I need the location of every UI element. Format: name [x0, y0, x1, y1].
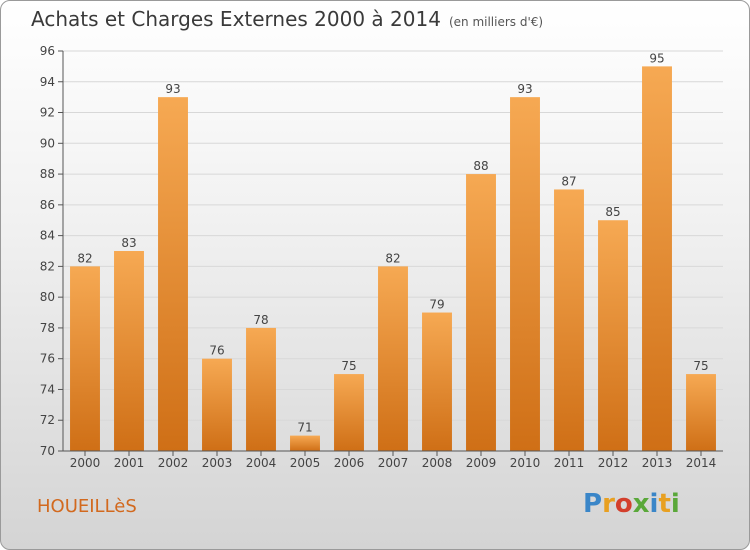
- bar-value-label: 75: [341, 359, 356, 373]
- x-tick-label: 2001: [114, 456, 145, 470]
- bar-value-label: 95: [649, 51, 664, 65]
- bar-value-label: 78: [253, 313, 268, 327]
- y-tick-label: 94: [40, 75, 55, 89]
- bar-value-label: 85: [605, 205, 620, 219]
- logo-letter: t: [658, 489, 671, 519]
- y-tick-label: 76: [40, 352, 55, 366]
- x-tick-label: 2012: [598, 456, 629, 470]
- x-tick-label: 2002: [158, 456, 189, 470]
- x-tick-label: 2008: [422, 456, 453, 470]
- y-tick-label: 86: [40, 198, 55, 212]
- bar: [334, 374, 364, 451]
- bar: [510, 97, 540, 452]
- bar: [114, 251, 144, 451]
- bar: [378, 266, 408, 451]
- y-tick-label: 92: [40, 106, 55, 120]
- y-tick-label: 96: [40, 44, 55, 58]
- bar-value-label: 93: [165, 82, 180, 96]
- bar-value-label: 71: [297, 421, 312, 435]
- bar: [158, 97, 188, 452]
- x-tick-label: 2007: [378, 456, 409, 470]
- y-tick-label: 90: [40, 136, 55, 150]
- logo-letter: o: [614, 489, 633, 519]
- x-tick-label: 2013: [642, 456, 673, 470]
- y-tick-label: 72: [40, 413, 55, 427]
- bar: [422, 312, 452, 451]
- y-tick-label: 80: [40, 290, 55, 304]
- bar-value-label: 76: [209, 344, 224, 358]
- y-tick-label: 82: [40, 259, 55, 273]
- bar: [246, 327, 276, 451]
- bar-value-label: 79: [429, 298, 444, 312]
- x-tick-label: 2000: [70, 456, 101, 470]
- bar: [202, 358, 232, 451]
- x-tick-label: 2006: [334, 456, 365, 470]
- bar-value-label: 82: [385, 251, 400, 265]
- bar: [642, 66, 672, 451]
- y-tick-label: 84: [40, 229, 55, 243]
- x-tick-label: 2014: [686, 456, 717, 470]
- x-tick-label: 2009: [466, 456, 497, 470]
- chart-title: Achats et Charges Externes 2000 à 2014 (e…: [31, 7, 543, 31]
- logo-letter: P: [583, 489, 603, 519]
- logo-letter: i: [649, 489, 659, 519]
- logo-letter: i: [670, 489, 680, 519]
- bar-value-label: 82: [77, 251, 92, 265]
- proxiti-logo: Proxiti: [583, 489, 680, 519]
- chart-title-text: Achats et Charges Externes 2000 à 2014: [31, 7, 441, 31]
- bar-value-label: 83: [121, 236, 136, 250]
- x-tick-label: 2010: [510, 456, 541, 470]
- bar-value-label: 75: [693, 359, 708, 373]
- bar-value-label: 88: [473, 159, 488, 173]
- y-tick-label: 88: [40, 167, 55, 181]
- bar: [598, 220, 628, 451]
- bar: [554, 189, 584, 451]
- x-tick-label: 2003: [202, 456, 233, 470]
- bar: [290, 435, 320, 451]
- x-tick-label: 2011: [554, 456, 585, 470]
- bar: [70, 266, 100, 451]
- logo-letter: x: [632, 489, 650, 519]
- y-tick-label: 78: [40, 321, 55, 335]
- y-tick-label: 74: [40, 382, 55, 396]
- x-tick-label: 2004: [246, 456, 277, 470]
- logo-letter: r: [602, 489, 615, 519]
- x-tick-label: 2005: [290, 456, 321, 470]
- bar-value-label: 93: [517, 82, 532, 96]
- bar: [466, 174, 496, 452]
- chart-subtitle: (en milliers d'€): [448, 15, 544, 29]
- commune-name: HOUEILLèS: [37, 496, 137, 517]
- y-tick-label: 70: [40, 444, 55, 458]
- data-labels: 82 83 93 76 78 71 75 82 79 88 93 87 85 95 75: [77, 51, 708, 434]
- bar: [686, 374, 716, 451]
- bar-value-label: 87: [561, 174, 576, 188]
- bars: [70, 66, 716, 452]
- axes: 70 72 74 76 78 80 82 84 86 88 90 92 94 96 2000 2001 2002…: [40, 44, 723, 470]
